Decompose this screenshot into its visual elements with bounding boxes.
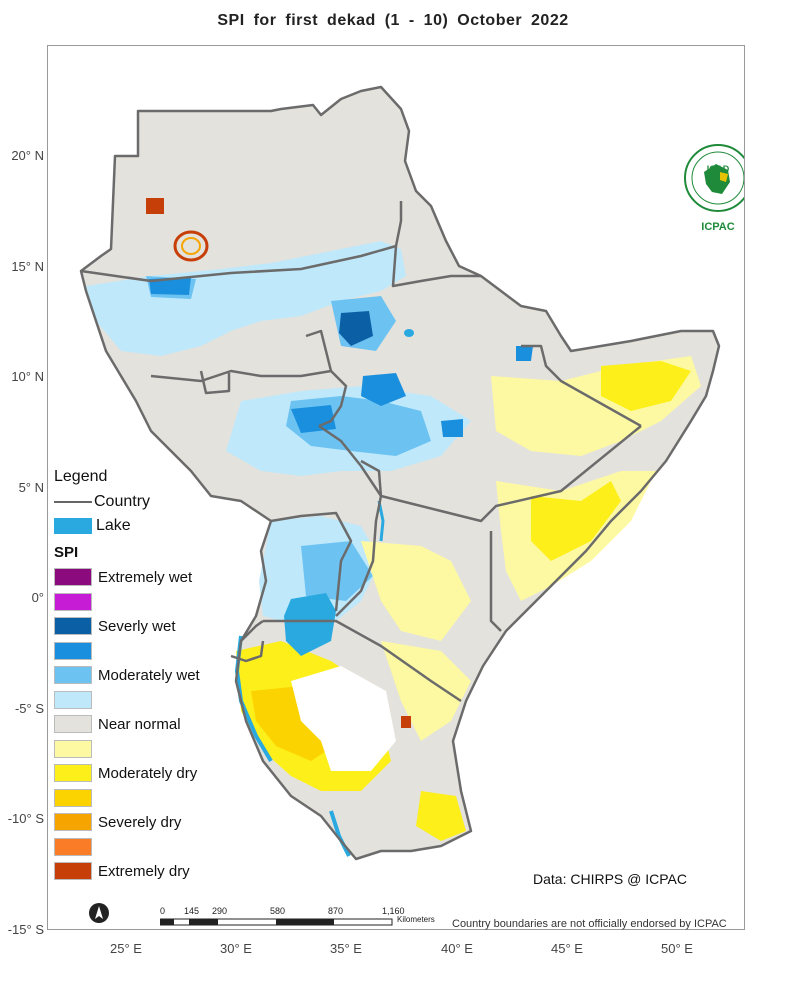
spi-class-row: [54, 786, 244, 811]
dry-east-2: [601, 361, 691, 411]
spi-class-row: Moderately dry: [54, 761, 244, 786]
spi-class-row: Moderately wet: [54, 663, 244, 688]
spi-swatch: [54, 666, 92, 685]
sev-wet-2: [361, 373, 406, 406]
lat-label: -15° S: [7, 922, 44, 937]
spi-class-row: [54, 835, 244, 860]
no-data-south: [291, 666, 396, 771]
spi-swatch: [54, 764, 92, 783]
lat-label: -10° S: [7, 811, 44, 826]
spi-class-label: Severely dry: [98, 813, 182, 831]
spi-swatch: [54, 690, 92, 709]
legend-lake-label: Lake: [96, 517, 131, 534]
sev-wet-6: [516, 346, 533, 361]
lat-label: 0°: [31, 590, 44, 605]
legend-lake-row: Lake: [54, 514, 244, 538]
data-source: Data: CHIRPS @ ICPAC: [533, 871, 687, 887]
lat-label: 15° N: [11, 259, 44, 274]
sev-wet-5: [441, 419, 463, 437]
lon-label: 25° E: [110, 941, 142, 956]
spi-class-label: Moderately wet: [98, 666, 200, 684]
map-frame: IGAD ICPAC: [47, 45, 745, 930]
lon-label: 45° E: [551, 941, 583, 956]
scale-tick-label: 1,160: [382, 906, 405, 916]
country-borders: [79, 85, 721, 861]
spi-swatch: [54, 739, 92, 758]
extreme-dry-spot-3: [181, 237, 201, 255]
north-arrow-icon: [89, 903, 109, 923]
extreme-dry-spot-2: [173, 230, 209, 262]
spi-legend-title: SPI: [54, 544, 79, 561]
scale-tick-label: 0: [160, 906, 166, 916]
scale-tick-label: 290: [212, 906, 228, 916]
map-title: SPI for first dekad (1 - 10) October 202…: [217, 12, 569, 29]
lake-turkana: [377, 500, 385, 542]
spi-map: [79, 85, 721, 861]
icpac-logo: IGAD ICPAC: [680, 142, 744, 234]
disclaimer: Country boundaries are not officially en…: [452, 918, 727, 930]
sev-wet-4: [149, 277, 191, 295]
spi-class-list: Extremely wet Severly wet Moderately wet Ne…: [54, 565, 244, 884]
scale-tick-label: 870: [328, 906, 344, 916]
spi-swatch: [54, 862, 92, 881]
lon-label: 35° E: [330, 941, 362, 956]
lon-label: 30° E: [220, 941, 252, 956]
legend-country-label: Country: [94, 493, 151, 510]
spi-class-label: Moderately dry: [98, 764, 198, 782]
sev-wet-3: [291, 405, 336, 433]
wet-band-north: [86, 241, 406, 356]
sev-wet-1: [339, 311, 373, 346]
spi-class-row: [54, 639, 244, 664]
logo-top-text: IGAD: [707, 164, 730, 174]
dry-kenya: [361, 541, 471, 641]
spi-class-row: Near normal: [54, 712, 244, 737]
spi-swatch: [54, 715, 92, 734]
lon-label: 40° E: [441, 941, 473, 956]
spi-class-label: Extremely wet: [98, 568, 193, 586]
spi-class-row: Extremely dry: [54, 859, 244, 884]
lon-label: 50° E: [661, 941, 693, 956]
lake-victoria: [284, 593, 336, 656]
spi-class-label: Severly wet: [98, 617, 176, 635]
dry-south-3: [381, 641, 471, 741]
spi-swatch: [54, 592, 92, 611]
scale-units: Kilometers: [397, 915, 435, 924]
mod-wet-4: [301, 541, 373, 601]
lat-label: 10° N: [11, 369, 44, 384]
spi-swatch: [54, 813, 92, 832]
extreme-dry-spot-1: [146, 198, 164, 214]
spi-swatch: [54, 788, 92, 807]
spi-class-label: Extremely dry: [98, 862, 190, 880]
spi-swatch: [54, 641, 92, 660]
legend: Legend Country Lake SPI Extremely wet Sev…: [54, 468, 244, 884]
spi-class-label: Near normal: [98, 715, 181, 733]
logo-bottom-text: ICPAC: [701, 221, 734, 233]
dry-somalia-2: [531, 481, 621, 561]
legend-title: Legend: [54, 468, 108, 485]
extreme-dry-spot-4: [401, 716, 411, 728]
lat-label: -5° S: [14, 701, 44, 716]
spi-swatch: [54, 617, 92, 636]
country-line-symbol: [54, 501, 92, 503]
spi-class-row: Severly wet: [54, 614, 244, 639]
scale-tick-label: 580: [270, 906, 286, 916]
scale-bar-graphic: [160, 918, 393, 926]
scale-tick-label: 145: [184, 906, 200, 916]
spi-class-row: [54, 737, 244, 762]
spi-swatch: [54, 568, 92, 587]
spi-class-row: Severely dry: [54, 810, 244, 835]
spi-class-row: Extremely wet: [54, 565, 244, 590]
spi-swatch: [54, 837, 92, 856]
legend-country-row: Country: [54, 490, 244, 514]
lat-label: 5° N: [18, 480, 44, 495]
spi-class-row: [54, 590, 244, 615]
spi-class-row: [54, 688, 244, 713]
lake-swatch: [54, 518, 92, 534]
lake-tana: [404, 329, 414, 337]
igad-emblem-icon: IGAD ICPAC: [684, 144, 744, 233]
lake-malawi: [329, 810, 351, 857]
lat-label: 20° N: [11, 148, 44, 163]
dry-south-4: [416, 791, 466, 841]
